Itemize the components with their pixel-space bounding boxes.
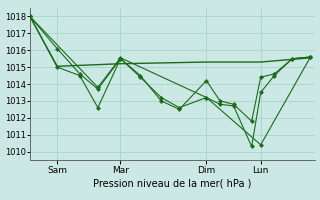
X-axis label: Pression niveau de la mer( hPa ): Pression niveau de la mer( hPa ) bbox=[93, 179, 252, 189]
